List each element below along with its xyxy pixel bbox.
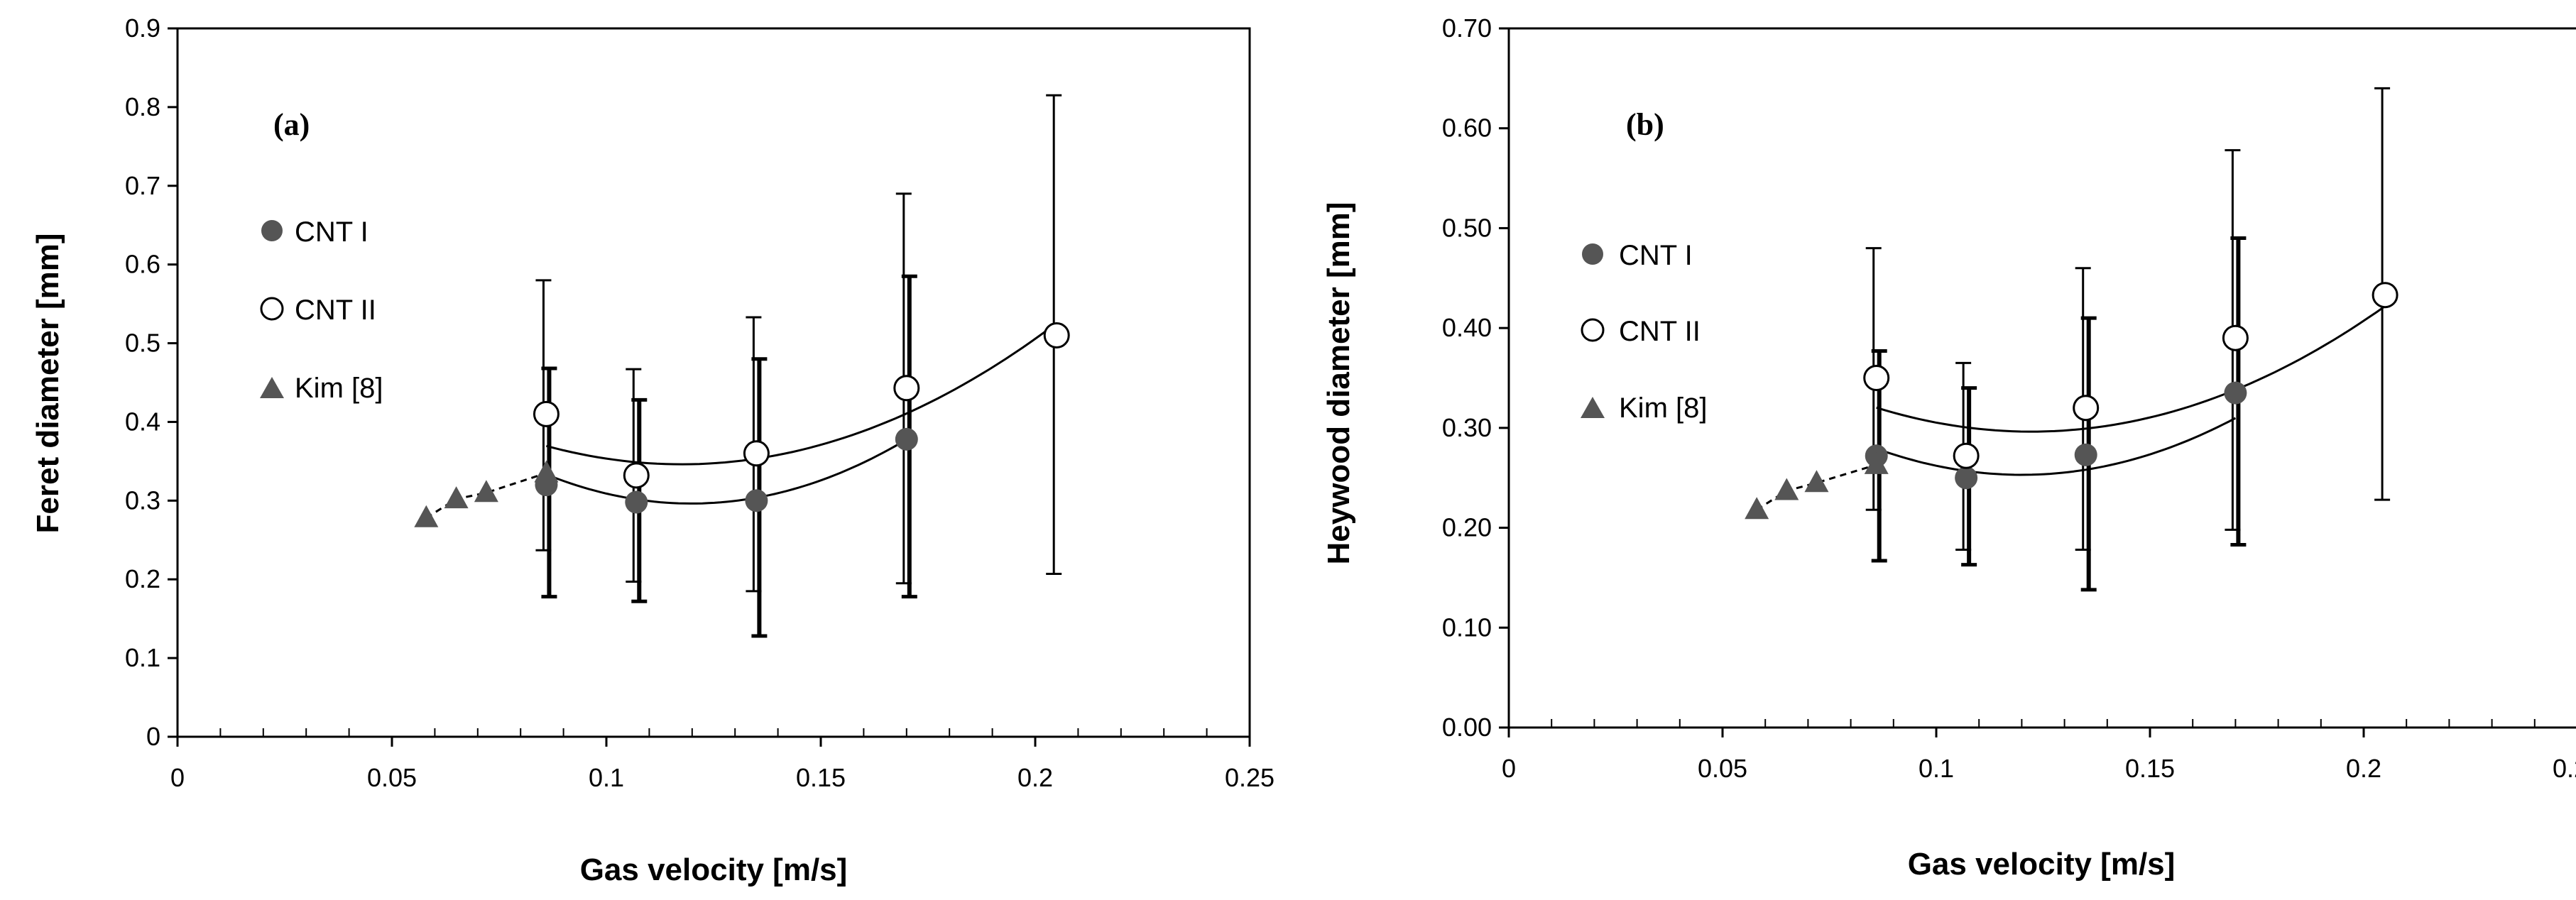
chart-b: 0.00 0.10 0.20 0.30 0.40 0.50 0.60 0.70 0 0.05 0.… <box>1321 13 2576 882</box>
chart-a-point-kim <box>534 460 559 483</box>
chart-b-x-axis-title: Gas velocity [m/s] <box>1908 847 2176 882</box>
chart-a-y-tick-label: 0.1 <box>125 643 160 672</box>
legend-b-cnt1-label: CNT I <box>1619 240 1693 271</box>
chart-a-panel-label: (a) <box>273 107 310 142</box>
chart-a-axes <box>219 728 1208 737</box>
chart-b-y-ticks: 0.00 0.10 0.20 0.30 0.40 0.50 0.60 0.70 <box>1442 13 1509 742</box>
chart-b-point-cnt2 <box>1863 365 1890 391</box>
chart-b-x-tick-label: 0.25 <box>2553 754 2576 783</box>
chart-a-x-tick-label: 0.15 <box>796 763 846 792</box>
chart-b-point-cnt2 <box>2073 395 2100 422</box>
chart-a-kim-trend <box>425 472 547 519</box>
legend-a-kim-marker <box>260 377 284 398</box>
chart-a-kim-dashed-line <box>425 472 547 519</box>
chart-b-error-bars <box>1865 87 2391 592</box>
chart-b-x-tick-label: 0.05 <box>1698 754 1747 783</box>
legend-a-kim-label: Kim [8] <box>295 373 383 404</box>
legend-b-cnt1-marker <box>1582 243 1603 265</box>
chart-b-fit-curves <box>1876 305 2386 476</box>
chart-a-point-cnt1 <box>895 427 918 451</box>
chart-a-y-tick-label: 0.4 <box>125 407 160 436</box>
chart-b-point-cnt2 <box>2372 282 2398 309</box>
chart-b-y-tick-label: 0.50 <box>1442 213 1492 242</box>
chart-b-plot-area <box>1507 27 2576 729</box>
chart-a-fit-curves <box>545 322 1058 505</box>
chart-b-point-cnt1 <box>2224 381 2247 405</box>
chart-b-point-cnt2 <box>1953 442 1980 469</box>
chart-b-axes <box>1551 719 2536 728</box>
legend-a-cnt2-marker <box>260 297 284 321</box>
legend-b-cnt2-label: CNT II <box>1619 316 1701 347</box>
chart-a-y-tick-label: 0.6 <box>125 250 160 279</box>
chart-b-point-cnt1 <box>1955 466 1978 490</box>
chart-a-legend: CNT I CNT II Kim [8] <box>260 216 383 404</box>
chart-a-x-tick-label: 0.05 <box>367 763 417 792</box>
legend-a-cnt1-marker <box>261 220 283 241</box>
chart-b-y-tick-label: 0.00 <box>1442 713 1492 742</box>
chart-b-y-tick-label: 0.70 <box>1442 13 1492 43</box>
legend-a-cnt2-label: CNT II <box>295 295 376 326</box>
chart-a-y-tick-label: 0.2 <box>125 564 160 593</box>
chart-a-y-tick-label: 0.9 <box>125 13 160 43</box>
chart-b-y-tick-label: 0.10 <box>1442 613 1492 642</box>
legend-b-kim-label: Kim [8] <box>1619 393 1707 424</box>
chart-a-point-cnt1 <box>625 490 648 514</box>
chart-a-y-axis-title: Feret diameter [mm] <box>31 233 65 533</box>
chart-a-point-cnt2 <box>743 440 770 467</box>
legend-a-cnt1-label: CNT I <box>295 216 369 248</box>
chart-b-x-tick-label: 0.2 <box>2346 754 2381 783</box>
chart-b-y-axis-title: Heywood diameter [mm] <box>1321 202 1356 565</box>
chart-a-x-ticks: 0 0.05 0.1 0.15 0.2 0.25 <box>170 737 1275 792</box>
chart-a: 0 0.1 0.2 0.3 0.4 0.5 0.6 0.7 0.8 0.9 0 0.05 0.1 0.1… <box>31 13 1275 887</box>
chart-b-fit-cnt2 <box>1876 305 2386 433</box>
chart-b-panel-label: (b) <box>1626 107 1664 142</box>
chart-a-point-cnt2 <box>533 400 560 427</box>
chart-a-y-ticks: 0 0.1 0.2 0.3 0.4 0.5 0.6 0.7 0.8 0.9 <box>125 13 178 751</box>
chart-a-point-cnt2 <box>1043 322 1070 349</box>
chart-a-point-cnt1 <box>745 489 768 512</box>
chart-a-x-tick-label: 0.25 <box>1225 763 1275 792</box>
chart-b-point-cnt1 <box>2074 443 2097 466</box>
chart-a-point-kim <box>444 486 469 509</box>
chart-b-legend: CNT I CNT II Kim [8] <box>1581 240 1707 424</box>
chart-a-x-tick-label: 0.1 <box>589 763 624 792</box>
chart-b-x-tick-label: 0.15 <box>2125 754 2175 783</box>
chart-b-point-kim <box>1864 451 1889 474</box>
chart-a-point-kim <box>474 480 498 503</box>
chart-a-y-tick-label: 0.7 <box>125 171 160 200</box>
chart-a-fit-cnt2 <box>546 322 1058 466</box>
chart-b-point-kim <box>1804 470 1829 493</box>
chart-a-markers <box>414 322 1070 527</box>
chart-b-y-tick-label: 0.60 <box>1442 114 1492 143</box>
chart-b-x-tick-label: 0.1 <box>1919 754 1954 783</box>
chart-b-fit-cnt1 <box>1876 417 2237 476</box>
chart-a-y-tick-label: 0 <box>146 722 160 751</box>
chart-b-y-tick-label: 0.20 <box>1442 513 1492 542</box>
chart-b-x-ticks: 0 0.05 0.1 0.15 0.2 0.25 <box>1502 728 2576 783</box>
chart-b-point-kim <box>1745 497 1769 520</box>
chart-a-y-tick-label: 0.3 <box>125 485 160 515</box>
chart-b-kim-dashed-line <box>1756 463 1877 511</box>
chart-b-point-kim <box>1774 478 1799 500</box>
chart-a-point-cnt2 <box>893 375 920 402</box>
chart-b-y-tick-label: 0.30 <box>1442 413 1492 442</box>
chart-b-point-cnt2 <box>2222 324 2249 351</box>
chart-b-y-tick-label: 0.40 <box>1442 313 1492 342</box>
chart-a-fit-cnt1 <box>545 438 907 505</box>
chart-b-x-tick-label: 0 <box>1502 754 1516 783</box>
chart-b-kim-trend <box>1756 463 1877 511</box>
chart-b-markers <box>1745 282 2398 520</box>
chart-a-point-cnt2 <box>623 462 650 489</box>
chart-a-error-bars <box>535 94 1062 638</box>
chart-a-y-tick-label: 0.5 <box>125 329 160 358</box>
legend-b-kim-marker <box>1581 397 1605 418</box>
chart-a-x-tick-label: 0.2 <box>1017 763 1053 792</box>
chart-a-y-tick-label: 0.8 <box>125 92 160 121</box>
chart-a-plot-area <box>176 27 1251 738</box>
chart-a-point-kim <box>414 505 439 527</box>
legend-b-cnt2-marker <box>1581 318 1605 342</box>
chart-a-x-axis-title: Gas velocity [m/s] <box>580 852 848 887</box>
chart-a-x-tick-label: 0 <box>170 763 185 792</box>
